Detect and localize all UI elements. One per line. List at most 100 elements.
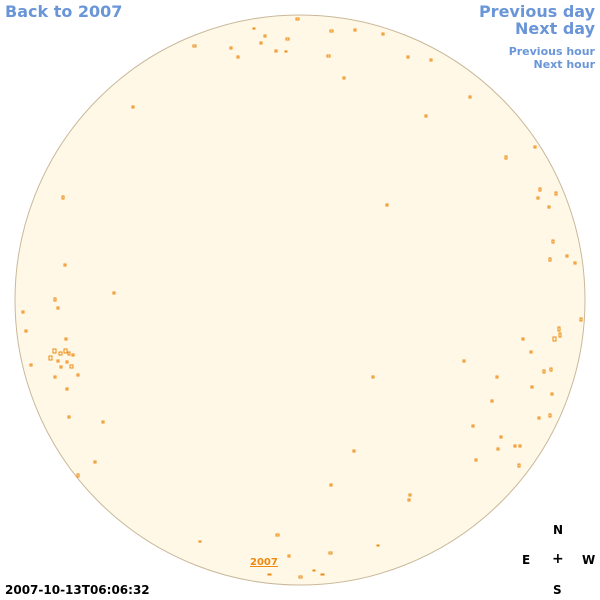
sunspot-marker <box>56 359 60 363</box>
sunspot-marker <box>287 554 291 558</box>
sunspot-marker <box>67 415 71 419</box>
sunspot-marker <box>424 114 428 118</box>
sunspot-marker <box>408 493 412 497</box>
sunspot-marker <box>192 44 197 48</box>
sunspot-marker <box>529 350 533 354</box>
sunspot-marker <box>579 317 583 322</box>
sunspot-marker <box>565 254 569 258</box>
sunspot-marker <box>573 261 577 265</box>
compass-west: W <box>582 553 596 567</box>
sunspot-marker <box>407 498 411 502</box>
sunspot-marker <box>61 195 65 200</box>
sunspot-marker <box>552 336 557 342</box>
sunspot-marker <box>284 50 288 53</box>
sunspot-marker <box>554 191 558 196</box>
sunspot-marker <box>537 416 541 420</box>
sunspot-marker <box>59 365 63 369</box>
sunspot-marker <box>53 375 57 379</box>
sunspot-marker <box>536 196 540 200</box>
sunspot-marker <box>353 28 357 32</box>
sunspot-marker <box>320 573 325 576</box>
previous-day-link[interactable]: Previous day <box>478 2 595 21</box>
next-hour-link[interactable]: Next hour <box>533 58 596 71</box>
sunspot-markers <box>21 17 583 579</box>
sunspot-marker <box>64 337 68 341</box>
sunspot-marker <box>376 544 380 547</box>
sunspot-marker <box>342 76 346 80</box>
sunspot-marker <box>558 332 562 338</box>
sunspot-marker <box>551 239 555 244</box>
sunspot-marker <box>548 413 552 418</box>
sunspot-marker <box>71 353 75 357</box>
sunspot-marker <box>530 385 534 389</box>
year-link[interactable]: 2007 <box>250 557 278 568</box>
sunspot-marker <box>538 187 542 192</box>
sunspot-marker <box>518 444 522 448</box>
compass-center-icon: + <box>552 551 564 567</box>
sunspot-marker <box>229 46 233 50</box>
sunspot-marker <box>542 369 546 374</box>
sunspot-marker <box>521 337 525 341</box>
sunspot-marker <box>429 58 433 62</box>
sunspot-marker <box>53 297 57 302</box>
sunspot-marker <box>462 359 466 363</box>
sunspot-marker <box>385 203 389 207</box>
compass-east: E <box>522 553 531 567</box>
sunspot-marker <box>474 458 478 462</box>
sunspot-marker <box>76 473 80 478</box>
sunspot-marker <box>63 348 68 354</box>
sunspot-marker <box>24 329 28 333</box>
sunspot-marker <box>298 575 303 579</box>
sunspot-marker <box>547 205 551 209</box>
sunspot-marker <box>69 364 74 369</box>
sunspot-marker <box>63 263 67 267</box>
observation-timestamp: 2007-10-13T06:06:32 <box>5 583 150 597</box>
sunspot-marker <box>381 32 385 36</box>
sunspot-marker <box>101 420 105 424</box>
sunspot-marker <box>326 54 331 58</box>
sunspot-marker <box>550 392 554 396</box>
sunspot-marker <box>490 399 494 403</box>
sunspot-marker <box>557 326 561 332</box>
compass-north: N <box>553 523 564 537</box>
sunspot-marker <box>198 540 202 543</box>
sunspot-marker <box>112 291 116 295</box>
sunspot-marker <box>513 444 517 448</box>
sunspot-marker <box>275 533 280 537</box>
back-to-year-link[interactable]: Back to 2007 <box>5 2 123 21</box>
sunspot-marker <box>48 355 53 361</box>
sunspot-marker <box>499 435 503 439</box>
sunspot-marker <box>76 373 80 377</box>
sunspot-marker <box>329 29 334 33</box>
sunspot-marker <box>496 447 500 451</box>
sunspot-marker <box>548 257 552 262</box>
sunspot-marker <box>295 17 300 21</box>
sunspot-marker <box>29 363 33 367</box>
sunspot-marker <box>285 37 290 41</box>
sunspot-marker <box>52 348 57 354</box>
sunspot-marker <box>328 551 333 555</box>
sunspot-marker <box>406 55 410 59</box>
sunspot-marker <box>21 310 25 314</box>
sunspot-marker <box>67 351 71 356</box>
next-day-link[interactable]: Next day <box>515 19 595 38</box>
sunspot-marker <box>517 463 521 468</box>
sunspot-marker <box>274 49 278 53</box>
sunspot-marker <box>65 387 69 391</box>
sunspot-marker <box>131 105 135 109</box>
sunspot-marker <box>65 360 69 364</box>
sunspot-marker <box>259 41 263 45</box>
sunspot-marker <box>263 34 267 38</box>
sunspot-marker <box>504 155 508 160</box>
sunspot-marker <box>312 569 316 572</box>
sunspot-marker <box>329 483 333 487</box>
solar-disk <box>14 14 586 586</box>
sunspot-marker <box>468 95 472 99</box>
compass-south: S <box>553 583 562 597</box>
previous-hour-link[interactable]: Previous hour <box>508 45 595 58</box>
sunspot-marker <box>549 367 553 372</box>
sunspot-marker <box>252 27 256 30</box>
sunspot-marker <box>58 351 63 356</box>
sunspot-marker <box>352 449 356 453</box>
sunspot-marker <box>471 424 475 428</box>
